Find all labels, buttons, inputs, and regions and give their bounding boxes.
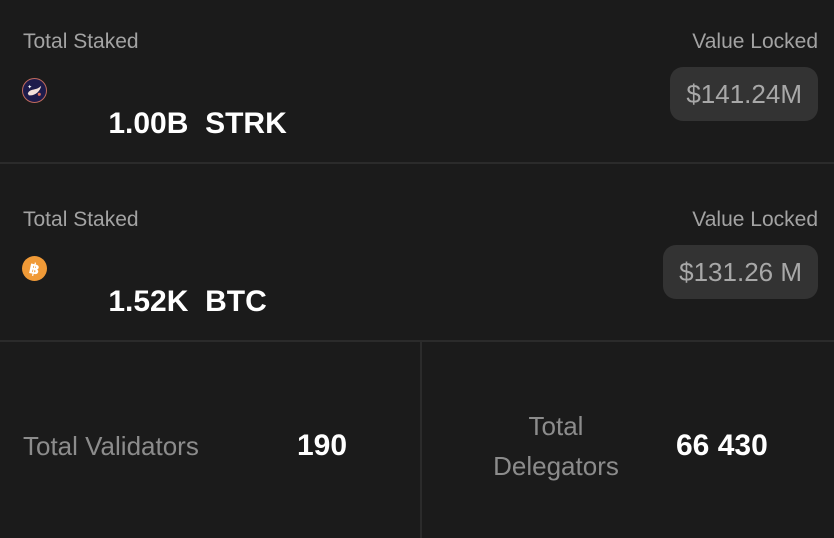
strk-staked-amount: 1.00B — [108, 107, 189, 140]
column-divider — [420, 342, 422, 538]
btc-token-symbol: BTC — [205, 285, 267, 318]
btc-value-locked-label: Value Locked — [692, 208, 818, 231]
svg-text:฿: ฿ — [27, 259, 41, 279]
total-validators-label: Total Validators — [23, 431, 199, 461]
strk-value-locked-badge: $141.24M — [670, 67, 818, 121]
bitcoin-icon: ฿ — [22, 256, 47, 281]
btc-staked-amount: 1.52K — [108, 285, 189, 318]
section-divider — [0, 340, 834, 342]
btc-total-staked-label: Total Staked — [23, 208, 139, 231]
total-delegators-label: Total Delegators — [470, 406, 642, 486]
total-delegators-label-line2: Delegators — [493, 451, 619, 481]
starknet-icon — [22, 78, 47, 103]
total-delegators-value: 66 430 — [676, 429, 768, 462]
strk-total-staked-label: Total Staked — [23, 30, 139, 53]
section-divider — [0, 162, 834, 164]
btc-value-locked-badge: $131.26 M — [663, 245, 818, 299]
total-delegators-label-line1: Total — [528, 411, 584, 441]
strk-value-locked-label: Value Locked — [692, 30, 818, 53]
strk-token-symbol: STRK — [205, 107, 287, 140]
total-validators-value: 190 — [297, 429, 348, 462]
